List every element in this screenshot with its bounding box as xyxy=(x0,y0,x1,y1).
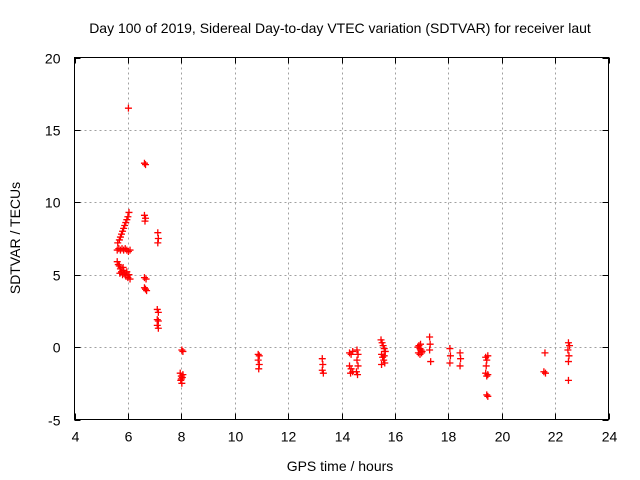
data-point xyxy=(124,104,132,112)
y-tick-label: 10 xyxy=(45,195,61,211)
data-point xyxy=(126,246,134,254)
data-point xyxy=(456,362,464,370)
data-point xyxy=(142,285,150,293)
data-point xyxy=(416,350,424,358)
data-point xyxy=(380,352,388,360)
x-tick-label: 4 xyxy=(72,429,80,445)
data-point xyxy=(484,371,492,379)
data-point xyxy=(140,159,148,167)
data-point xyxy=(484,392,492,400)
data-point xyxy=(179,347,187,355)
x-axis-label: GPS time / hours xyxy=(287,458,394,474)
data-point xyxy=(566,342,574,350)
x-tick-label: 20 xyxy=(495,429,511,445)
data-point xyxy=(319,369,327,377)
data-point xyxy=(354,362,362,370)
data-point xyxy=(446,359,454,367)
data-point xyxy=(178,346,186,354)
x-tick-label: 18 xyxy=(441,429,457,445)
data-point xyxy=(116,269,124,277)
chart-title: Day 100 of 2019, Sidereal Day-to-day VTE… xyxy=(89,20,591,36)
axis-ticks: 4 6 8 10 12 14 16 18 20 22 24 -5 0 5 10 15 20 xyxy=(45,51,618,445)
data-point xyxy=(254,356,262,364)
data-point xyxy=(154,324,162,332)
data-point xyxy=(142,161,150,169)
data-point xyxy=(126,275,134,283)
data-point xyxy=(124,213,132,221)
data-point xyxy=(426,333,434,341)
data-point xyxy=(564,376,572,384)
data-point xyxy=(483,372,491,380)
data-points xyxy=(113,104,574,400)
data-point xyxy=(119,263,127,271)
data-point xyxy=(125,271,133,279)
data-point xyxy=(179,371,187,379)
data-point xyxy=(154,317,162,325)
data-point xyxy=(255,352,263,360)
data-point xyxy=(484,352,492,360)
data-point xyxy=(418,349,426,357)
data-point xyxy=(446,352,454,360)
x-tick-label: 14 xyxy=(335,429,351,445)
data-point xyxy=(177,375,185,383)
y-tick-label: 15 xyxy=(45,123,61,139)
plot-frame xyxy=(74,57,609,420)
x-tick-label: 12 xyxy=(281,429,297,445)
x-tick-label: 10 xyxy=(228,429,244,445)
data-point xyxy=(346,349,354,357)
data-point xyxy=(564,358,572,366)
x-tick-label: 16 xyxy=(388,429,404,445)
data-point xyxy=(457,355,465,363)
data-point xyxy=(354,350,362,358)
data-point xyxy=(353,356,361,364)
data-point xyxy=(381,359,389,367)
x-tick-label: 8 xyxy=(178,429,186,445)
y-tick-label: 20 xyxy=(45,51,61,67)
data-point xyxy=(140,274,148,282)
x-tick-label: 24 xyxy=(602,429,618,445)
data-point xyxy=(141,217,149,225)
data-point xyxy=(125,208,133,216)
data-point xyxy=(541,369,549,377)
x-tick-label: 22 xyxy=(548,429,564,445)
data-point xyxy=(353,346,361,354)
data-point xyxy=(142,275,150,283)
y-tick-label: 5 xyxy=(53,268,61,284)
data-point xyxy=(378,360,386,368)
data-point xyxy=(349,347,357,355)
data-point xyxy=(417,340,425,348)
data-point xyxy=(354,371,362,379)
data-point xyxy=(154,308,162,316)
data-point xyxy=(255,365,263,373)
data-point xyxy=(541,349,549,357)
x-tick-label: 6 xyxy=(125,429,133,445)
y-axis-label: SDTVAR / TECUs xyxy=(7,182,23,294)
data-point xyxy=(143,287,151,295)
grid xyxy=(74,57,609,420)
data-point xyxy=(446,345,454,353)
data-point xyxy=(114,261,122,269)
data-point xyxy=(124,248,132,256)
data-point xyxy=(564,346,572,354)
data-point xyxy=(426,346,434,354)
y-tick-label: 0 xyxy=(53,340,61,356)
data-point xyxy=(540,368,548,376)
data-point xyxy=(347,369,355,377)
data-point xyxy=(381,347,389,355)
data-point xyxy=(483,391,491,399)
data-point xyxy=(154,239,162,247)
y-tick-label: -5 xyxy=(48,413,61,429)
data-point xyxy=(482,362,490,370)
data-point xyxy=(427,358,435,366)
